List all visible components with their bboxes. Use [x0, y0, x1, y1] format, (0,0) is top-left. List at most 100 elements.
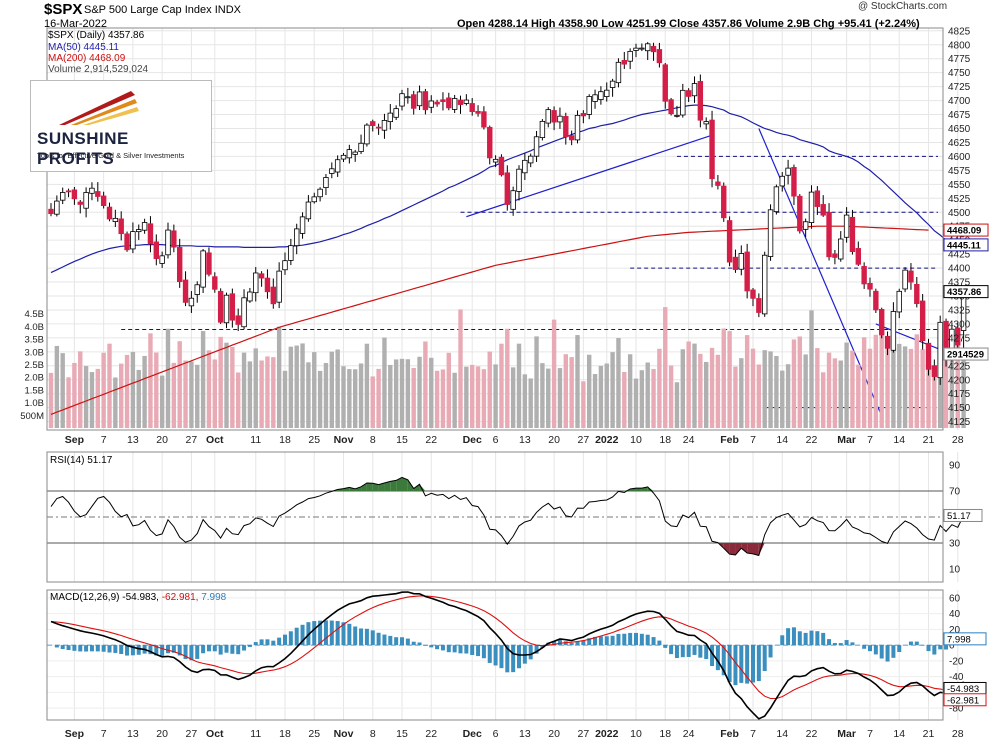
volume-bar [798, 336, 802, 428]
candle-body [599, 92, 604, 100]
volume-bar [657, 349, 661, 428]
logo-tagline: Tools for Effective Gold & Silver Invest… [37, 151, 184, 160]
candle-body [230, 294, 235, 320]
volume-bar [406, 359, 410, 428]
volume-bar [482, 369, 486, 428]
candle-body [55, 201, 60, 214]
macd-tick-label: 60 [949, 593, 961, 604]
macd-histogram-bar [810, 631, 814, 646]
macd-histogram-bar [72, 645, 76, 651]
x-tick-label: 18 [659, 434, 671, 446]
candle-body [681, 90, 686, 115]
candle-body [604, 90, 609, 96]
volume-bar [827, 353, 831, 428]
volume-bar [739, 358, 743, 428]
rsi-tag: 51.17 [944, 509, 982, 522]
macd-histogram-bar [377, 633, 381, 645]
volume-bar [131, 352, 135, 428]
candle-body [142, 223, 147, 231]
candle-body [482, 112, 487, 127]
macd-histogram-bar [388, 636, 392, 645]
macd-histogram-bar [675, 645, 679, 658]
candle-body [207, 253, 212, 274]
macd-histogram-bar [739, 645, 743, 683]
candle-body [160, 256, 165, 264]
macd-histogram-bar [418, 642, 422, 645]
macd-histogram-bar [605, 636, 609, 645]
candle-body [148, 224, 153, 244]
volume-bar [330, 352, 334, 428]
volume-bar [833, 358, 837, 428]
price-tick-label: 4675 [948, 110, 971, 121]
volume-bar [78, 351, 82, 428]
macd-histogram-bar [640, 634, 644, 645]
macd-histogram-bar [271, 641, 275, 645]
macd-histogram-bar [102, 645, 106, 652]
candle-body [423, 92, 428, 110]
candle-body [932, 366, 937, 377]
x-tick-label: 14 [776, 434, 788, 446]
volume-bar [488, 352, 492, 428]
candle-body [628, 51, 633, 61]
volume-bar [780, 371, 784, 428]
candle-body [833, 254, 838, 258]
volume-bar [353, 369, 357, 428]
candle-body [528, 156, 533, 163]
x-tick-label-bottom: 21 [923, 728, 935, 740]
volume-bar [686, 341, 690, 428]
volume-bar [815, 348, 819, 428]
candle-body [101, 196, 106, 206]
price-tick-label: 4600 [948, 152, 971, 163]
macd-histogram-bar [400, 637, 404, 645]
candle-body [564, 116, 569, 136]
candle-body [417, 92, 422, 106]
volume-bar [540, 363, 544, 428]
volume-bar [277, 327, 281, 428]
x-tick-label-bottom: 2022 [595, 728, 619, 740]
volume-bar [681, 349, 685, 428]
legend-ma200: MA(200) 4468.09 [48, 53, 125, 64]
price-tick-label: 4150 [948, 403, 971, 414]
volume-bar [236, 372, 240, 428]
macd-histogram-bar [476, 645, 480, 656]
candle-body [534, 137, 539, 156]
price-tick-label: 4575 [948, 166, 971, 177]
candle-body [224, 295, 229, 323]
macd-histogram-bar [570, 643, 574, 645]
volume-bar [154, 353, 158, 428]
candle-body [136, 230, 141, 232]
candle-body [96, 192, 101, 197]
macd-histogram-bar [160, 645, 164, 656]
candle-body [411, 95, 416, 109]
price-tick-label: 4325 [948, 305, 971, 316]
candle-body [838, 239, 843, 259]
macd-histogram-bar [880, 645, 884, 658]
volume-bar [593, 374, 597, 428]
macd-histogram-bar [927, 645, 931, 651]
x-tick-label: 11 [250, 434, 261, 446]
volume-bar [347, 369, 351, 428]
candle-body [739, 253, 744, 269]
volume-bar [733, 367, 737, 428]
ma50-tag-text: 4445.11 [947, 240, 982, 251]
candle-body [517, 169, 522, 191]
candle-body [874, 291, 879, 310]
candle-body [213, 277, 218, 290]
candle-body [710, 120, 715, 179]
macd-histogram-bar [254, 642, 258, 645]
macd-histogram-bar [371, 630, 375, 645]
candle-body [330, 169, 335, 174]
candle-body [798, 196, 803, 231]
x-tick-label-bottom: 13 [127, 728, 139, 740]
macd-histogram-bar [798, 631, 802, 645]
x-tick-label: 28 [952, 434, 964, 446]
candle-body [78, 202, 83, 204]
candle-body [903, 270, 908, 289]
macd-histogram-bar [470, 645, 474, 655]
x-tick-label-bottom: 22 [425, 728, 437, 740]
candle-body [447, 98, 452, 108]
x-tick-label-bottom: 14 [776, 728, 788, 740]
macd-histogram-bar [219, 645, 223, 654]
volume-bar [581, 381, 585, 428]
candle-body [640, 48, 645, 49]
